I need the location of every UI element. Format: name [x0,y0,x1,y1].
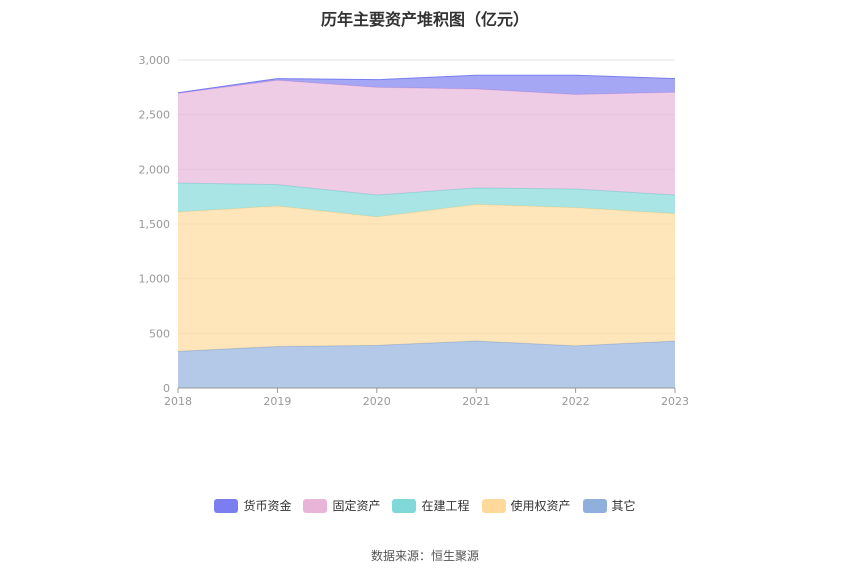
legend-swatch [303,498,328,513]
source-note: 数据来源：恒生聚源 [370,549,479,563]
legend-label: 其它 [611,499,636,513]
axes: 0 500 1,000 1,500 2,000 2,500 3,000 2018 2019 202… [139,54,690,408]
legend: 货币资金 固定资产 在建工程 使用权资产 其它 [0,497,850,514]
legend-swatch [582,498,607,513]
legend-item[interactable]: 使用权资产 [481,497,571,514]
chart-title: 历年主要资产堆积图（亿元） [320,10,529,29]
legend-label: 在建工程 [421,499,470,513]
y-tick-label: 2,500 [139,109,171,122]
y-tick-label: 500 [149,327,170,340]
area-series-其它[interactable] [178,340,675,388]
x-tick-label: 2022 [562,395,590,408]
y-tick-label: 0 [163,382,170,395]
legend-swatch [392,498,417,513]
area-series-在建工程[interactable] [178,183,675,217]
legend-label: 使用权资产 [510,499,571,513]
area-series-货币资金[interactable] [178,75,675,95]
y-tick-label: 1,000 [139,273,171,286]
x-tick-label: 2018 [164,395,192,408]
area-series-固定资产[interactable] [178,80,675,196]
legend-label: 固定资产 [332,499,381,513]
x-tick-label: 2021 [462,395,490,408]
y-tick-label: 3,000 [139,54,171,67]
x-tick-label: 2023 [661,395,689,408]
area-edge-货币资金 [177,74,676,94]
area-series [177,74,676,388]
legend-swatch [214,498,239,513]
x-tick-label: 2019 [263,395,291,408]
legend-item[interactable]: 在建工程 [392,497,470,514]
legend-item[interactable]: 其它 [582,497,636,514]
y-tick-label: 1,500 [139,218,171,231]
legend-swatch [481,498,506,513]
x-tick-label: 2020 [363,395,391,408]
legend-item[interactable]: 货币资金 [214,497,291,514]
y-tick-label: 2,000 [139,163,171,176]
legend-item[interactable]: 固定资产 [303,497,380,514]
area-series-使用权资产[interactable] [178,204,675,352]
legend-label: 货币资金 [243,499,292,513]
